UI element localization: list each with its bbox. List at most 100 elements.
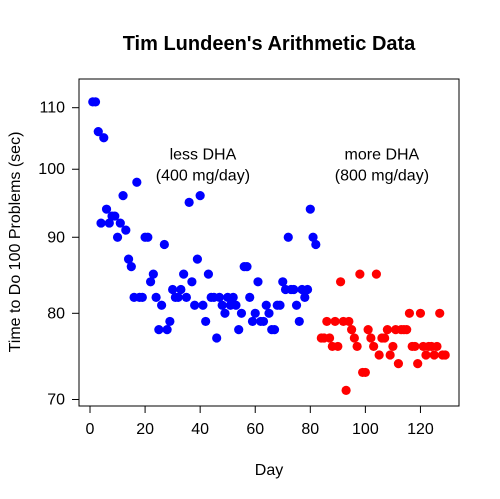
data-point	[220, 308, 230, 318]
data-point	[382, 325, 393, 335]
y-axis: 70 80 90 100 110	[38, 100, 80, 409]
data-points	[88, 97, 450, 395]
data-point	[335, 277, 346, 287]
data-point	[302, 284, 313, 295]
annotation-text: (400 mg/day)	[156, 168, 250, 185]
data-point	[190, 300, 200, 310]
data-point	[250, 308, 260, 318]
data-point	[429, 350, 439, 360]
data-point	[121, 225, 131, 235]
data-point	[132, 177, 142, 187]
y-axis-label: Time to Do 100 Problems (sec)	[7, 132, 24, 353]
data-point	[355, 269, 365, 279]
data-point	[253, 277, 263, 287]
data-point	[341, 385, 351, 395]
data-point	[291, 300, 302, 310]
data-point	[360, 367, 370, 378]
data-point	[347, 325, 357, 335]
data-point	[93, 127, 103, 137]
data-point	[162, 325, 172, 335]
data-point	[201, 316, 211, 327]
data-point	[308, 232, 318, 242]
data-point	[148, 269, 158, 279]
data-point	[231, 300, 241, 310]
y-tick-label: 110	[39, 100, 65, 117]
data-point	[145, 277, 156, 287]
data-point	[137, 292, 147, 302]
data-point	[104, 218, 114, 228]
data-point	[294, 316, 304, 327]
x-tick-label: 80	[301, 421, 319, 438]
data-point	[421, 350, 431, 360]
y-tick-label: 70	[47, 392, 65, 409]
data-point	[245, 292, 255, 302]
x-tick-label: 0	[86, 421, 95, 438]
data-point	[217, 300, 227, 310]
data-point	[440, 350, 450, 360]
data-point	[300, 292, 310, 302]
data-point	[195, 190, 205, 201]
data-point	[330, 316, 340, 327]
data-point	[157, 300, 167, 310]
annotation-text: less DHA	[170, 147, 237, 164]
data-point	[179, 269, 189, 279]
data-point	[154, 325, 164, 335]
data-point	[333, 341, 343, 352]
data-point	[90, 97, 101, 107]
data-point	[96, 218, 106, 228]
data-point	[344, 316, 354, 327]
y-tick-label: 90	[47, 229, 65, 246]
data-point	[181, 292, 191, 302]
data-point	[214, 292, 225, 302]
x-tick-label: 40	[191, 421, 209, 438]
data-point	[275, 300, 285, 310]
data-point	[168, 284, 178, 295]
data-point	[242, 262, 252, 272]
x-tick-label: 60	[246, 421, 264, 438]
data-point	[165, 316, 175, 327]
data-point	[289, 284, 299, 295]
data-point	[115, 218, 125, 228]
x-tick-label: 20	[136, 421, 154, 438]
data-point	[432, 341, 442, 352]
data-point	[247, 316, 258, 327]
data-point	[143, 232, 153, 242]
data-point	[404, 308, 415, 318]
data-point	[234, 325, 244, 335]
plot-frame	[78, 78, 460, 407]
x-axis-label: Day	[255, 462, 283, 479]
data-point	[269, 325, 280, 335]
data-point	[349, 333, 359, 343]
data-point	[173, 292, 183, 302]
data-point	[159, 239, 169, 250]
data-point	[118, 190, 128, 201]
y-tick-label: 80	[47, 305, 65, 322]
data-point	[101, 204, 112, 214]
x-axis: 0 20 40 60 80 100 120	[86, 405, 434, 438]
data-point	[374, 350, 384, 360]
data-point	[305, 204, 315, 214]
data-point	[192, 254, 203, 264]
data-point	[236, 308, 247, 318]
annotation-text: more DHA	[345, 147, 420, 164]
series-0	[88, 97, 321, 343]
data-point	[410, 341, 420, 352]
data-point	[203, 269, 214, 279]
annotation-text: (800 mg/day)	[335, 168, 429, 185]
data-point	[176, 284, 186, 295]
y-tick-label: 100	[38, 161, 65, 178]
data-point	[388, 341, 398, 352]
data-point	[99, 133, 109, 143]
data-point	[402, 325, 412, 335]
data-point	[324, 333, 335, 343]
data-point	[366, 333, 376, 343]
data-point	[311, 239, 321, 250]
data-point	[198, 300, 208, 310]
data-point	[322, 316, 332, 327]
data-point	[228, 292, 238, 302]
x-tick-label: 120	[407, 421, 434, 438]
data-point	[264, 308, 274, 318]
data-point	[415, 308, 426, 318]
data-point	[187, 277, 197, 287]
data-point	[413, 359, 423, 369]
